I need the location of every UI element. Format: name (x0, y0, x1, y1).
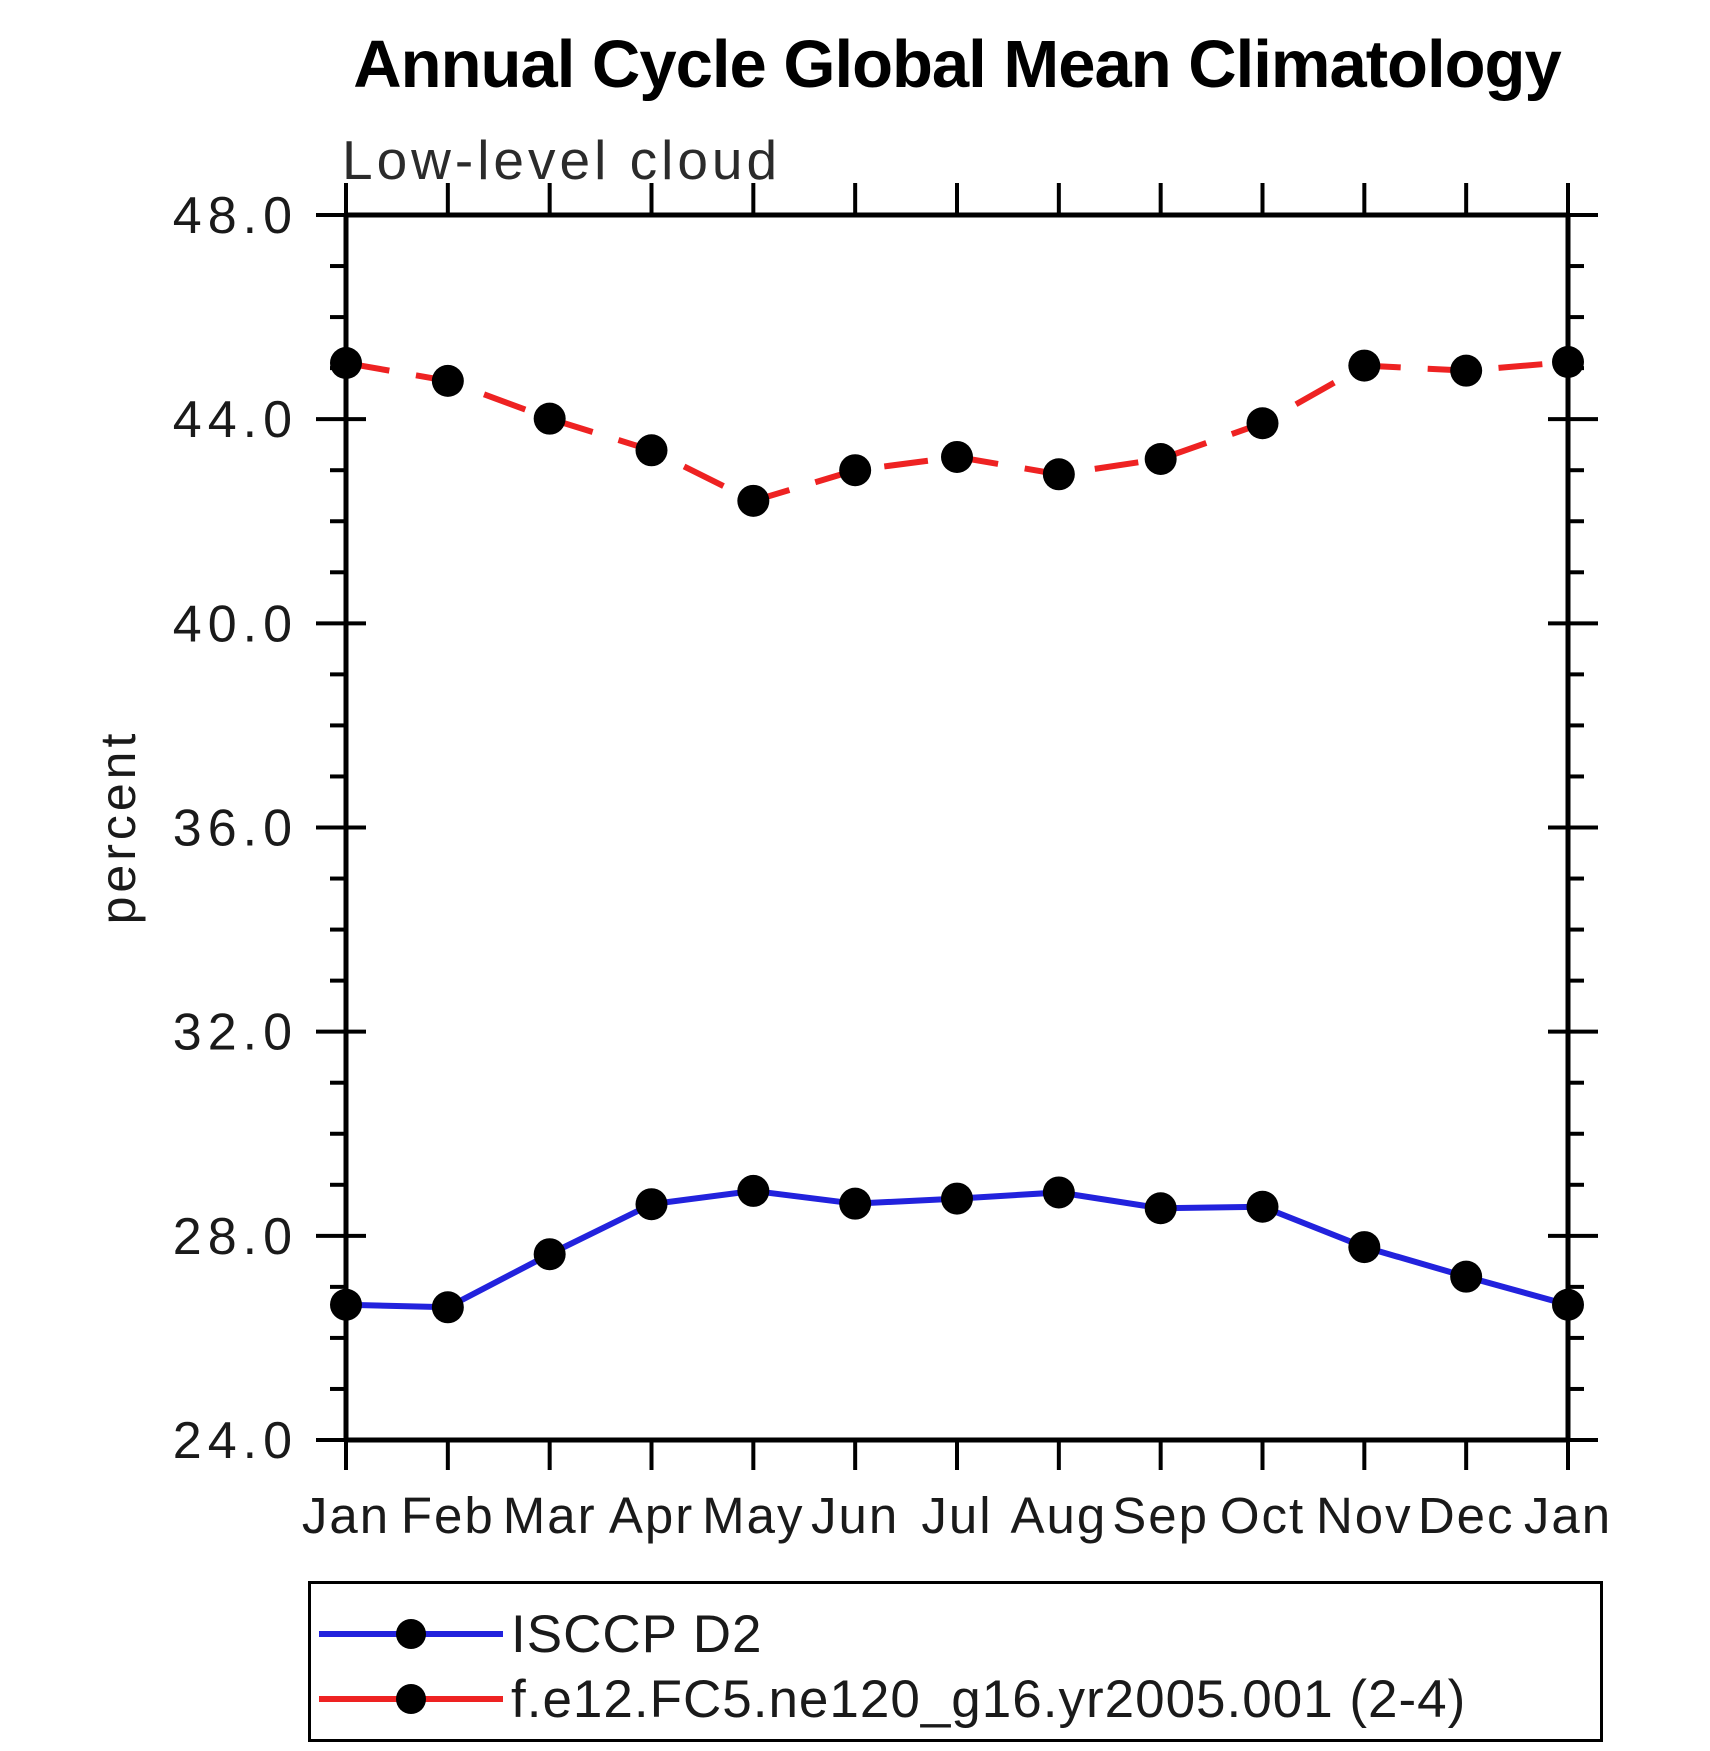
data-point-marker (533, 402, 566, 435)
y-tick-label: 44.0 (173, 391, 298, 449)
x-tick-label: Feb (401, 1487, 495, 1544)
x-tick-label: Jul (921, 1487, 992, 1544)
legend-box: ISCCP D2 f.e12.FC5.ne120_g16.yr2005.001 … (308, 1581, 1603, 1742)
data-point-marker (737, 484, 770, 517)
legend-item-isccp-d2: ISCCP D2 (317, 1605, 763, 1664)
x-tick-label: Jan (302, 1487, 390, 1544)
data-point-marker (1042, 458, 1075, 491)
data-point-marker (1552, 346, 1584, 378)
data-point-marker (1042, 1176, 1075, 1209)
data-point-marker (330, 347, 362, 380)
x-tick-label: Apr (609, 1487, 694, 1544)
data-point-marker (1348, 349, 1381, 382)
x-tick-label: Mar (503, 1487, 597, 1544)
legend-line-sample-isccp-icon (319, 1619, 503, 1649)
data-point-marker (330, 1288, 362, 1321)
legend-label-isccp-d2: ISCCP D2 (511, 1604, 763, 1664)
data-point-marker (941, 440, 973, 473)
data-point-marker (941, 1182, 973, 1215)
plot-subtitle: Low-level cloud (342, 129, 782, 191)
x-tick-label: May (702, 1487, 804, 1544)
legend-label-model-run: f.e12.FC5.ne120_g16.yr2005.001 (2-4) (511, 1669, 1467, 1729)
series-line-1 (345, 359, 1569, 505)
data-point-marker (1450, 354, 1483, 387)
y-tick-label: 40.0 (173, 595, 298, 653)
page-title: Annual Cycle Global Mean Climatology (353, 27, 1561, 102)
data-point-marker (431, 364, 464, 397)
legend-line-sample-model-icon (319, 1684, 503, 1714)
data-point-marker (1450, 1260, 1483, 1293)
y-tick-label: 28.0 (173, 1208, 298, 1266)
data-point-marker (737, 1174, 770, 1207)
data-point-marker (1348, 1231, 1381, 1264)
x-tick-label: Aug (1010, 1487, 1107, 1544)
data-point-marker (839, 454, 872, 487)
y-tick-label: 24.0 (173, 1412, 298, 1470)
y-tick-label: 48.0 (173, 187, 298, 245)
data-point-marker (1144, 1192, 1177, 1225)
x-tick-label: Nov (1316, 1487, 1413, 1544)
data-point-marker (533, 1238, 566, 1271)
data-point-marker (1246, 407, 1279, 440)
data-point-marker (1246, 1190, 1279, 1223)
y-tick-label: 32.0 (173, 1004, 298, 1062)
data-point-marker (431, 1291, 464, 1324)
x-tick-label: Sep (1112, 1487, 1209, 1544)
data-point-marker (1144, 442, 1177, 475)
data-point-marker (839, 1187, 872, 1220)
data-point-marker (635, 1188, 668, 1221)
legend-item-model-run: f.e12.FC5.ne120_g16.yr2005.001 (2-4) (317, 1670, 1466, 1729)
data-point-marker (635, 434, 668, 467)
data-point-marker (1552, 1288, 1584, 1321)
x-tick-label: Jun (811, 1487, 899, 1544)
x-tick-label: Dec (1418, 1487, 1515, 1544)
x-tick-label: Jan (1524, 1487, 1612, 1544)
y-tick-label: 36.0 (173, 800, 298, 858)
x-tick-label: Oct (1220, 1487, 1305, 1544)
